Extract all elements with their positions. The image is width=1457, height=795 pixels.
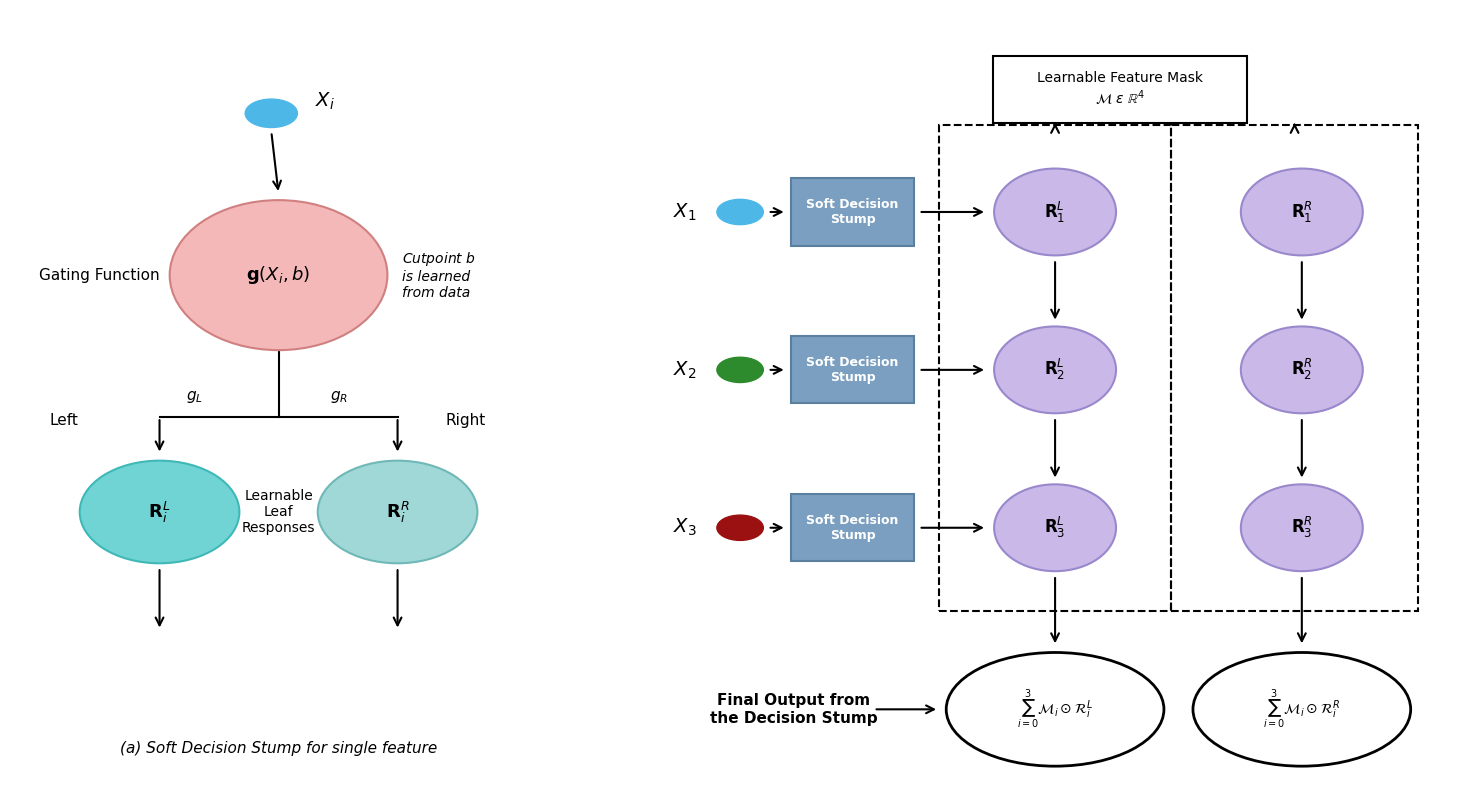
Text: (a) Soft Decision Stump for single feature: (a) Soft Decision Stump for single featu…: [119, 741, 437, 756]
Ellipse shape: [1241, 169, 1362, 255]
Text: $\mathbf{R}_i^L$: $\mathbf{R}_i^L$: [149, 499, 170, 525]
Text: Cutpoint $b$
is learned
from data: Cutpoint $b$ is learned from data: [402, 250, 476, 301]
Text: $\mathbf{g}(X_i, b)$: $\mathbf{g}(X_i, b)$: [246, 264, 310, 286]
Text: $X_i$: $X_i$: [315, 91, 335, 112]
Circle shape: [717, 200, 763, 225]
Text: $X_1$: $X_1$: [673, 201, 696, 223]
Text: $\mathbf{R}_1^L$: $\mathbf{R}_1^L$: [1045, 200, 1065, 224]
Bar: [791, 178, 915, 246]
Text: $g_L$: $g_L$: [186, 389, 203, 405]
Text: Soft Decision
Stump: Soft Decision Stump: [806, 198, 899, 226]
Text: $\mathbf{R}_2^R$: $\mathbf{R}_2^R$: [1291, 357, 1313, 382]
Text: $X_3$: $X_3$: [673, 517, 696, 538]
Text: $\mathbf{R}_i^R$: $\mathbf{R}_i^R$: [386, 499, 409, 525]
Ellipse shape: [946, 653, 1164, 766]
Text: $\mathbf{R}_2^L$: $\mathbf{R}_2^L$: [1045, 357, 1065, 382]
Ellipse shape: [994, 327, 1116, 413]
Ellipse shape: [994, 169, 1116, 255]
Text: $X_2$: $X_2$: [673, 359, 696, 381]
Bar: [791, 494, 915, 561]
Text: $g_R$: $g_R$: [331, 389, 348, 405]
Text: $\mathbf{R}_3^L$: $\mathbf{R}_3^L$: [1045, 515, 1067, 541]
Bar: [1171, 125, 1418, 611]
Text: Learnable
Leaf
Responses: Learnable Leaf Responses: [242, 489, 315, 535]
Ellipse shape: [1241, 327, 1362, 413]
Text: Final Output from
the Decision Stump: Final Output from the Decision Stump: [710, 693, 877, 726]
Ellipse shape: [1241, 484, 1362, 571]
Text: $\sum_{i=0}^{3} \mathcal{M}_i \odot \mathcal{R}_i^L$: $\sum_{i=0}^{3} \mathcal{M}_i \odot \mat…: [1017, 688, 1093, 731]
Ellipse shape: [169, 200, 388, 350]
Bar: [994, 56, 1247, 123]
Text: Soft Decision
Stump: Soft Decision Stump: [806, 514, 899, 541]
Bar: [938, 125, 1171, 611]
Text: Soft Decision
Stump: Soft Decision Stump: [806, 356, 899, 384]
Ellipse shape: [994, 484, 1116, 571]
Text: $\mathbf{R}_3^R$: $\mathbf{R}_3^R$: [1291, 515, 1313, 541]
Circle shape: [245, 99, 297, 127]
Text: Gating Function: Gating Function: [39, 268, 160, 283]
Circle shape: [717, 515, 763, 541]
Text: Right: Right: [446, 413, 485, 429]
Ellipse shape: [318, 460, 478, 564]
Text: $\sum_{i=0}^{3} \mathcal{M}_i \odot \mathcal{R}_i^R$: $\sum_{i=0}^{3} \mathcal{M}_i \odot \mat…: [1263, 688, 1340, 731]
Circle shape: [717, 357, 763, 382]
Text: $\mathbf{R}_1^R$: $\mathbf{R}_1^R$: [1291, 200, 1313, 224]
Ellipse shape: [1193, 653, 1410, 766]
Text: Learnable Feature Mask
$\mathcal{M}$ $\epsilon$ $\mathbb{R}^4$: Learnable Feature Mask $\mathcal{M}$ $\e…: [1037, 72, 1203, 108]
Text: Left: Left: [50, 413, 79, 429]
Ellipse shape: [80, 460, 239, 564]
Bar: [791, 336, 915, 403]
